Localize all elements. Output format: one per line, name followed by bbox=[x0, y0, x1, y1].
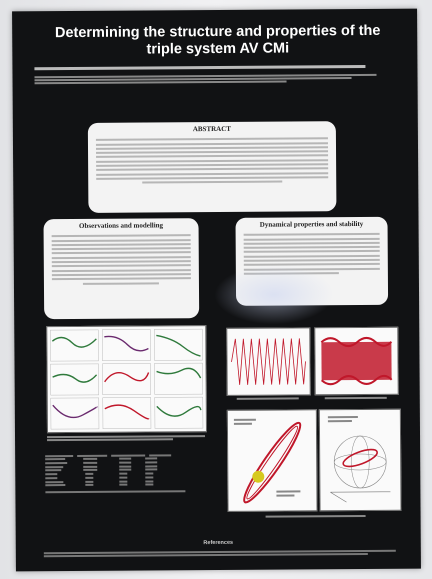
light-reflection bbox=[213, 264, 335, 326]
poster-authors bbox=[34, 64, 394, 72]
orbit-plot-left bbox=[233, 418, 302, 504]
oscillation-left-caption bbox=[236, 397, 299, 400]
oscillation-figure-left bbox=[226, 327, 311, 396]
references-text bbox=[43, 548, 396, 559]
light-curve-grid-figure bbox=[46, 325, 207, 434]
oscillation-figure-right bbox=[314, 326, 399, 396]
poster-title: Determining the structure and properties… bbox=[54, 22, 381, 58]
orbit-figure-right bbox=[318, 408, 402, 512]
oscillation-plot-left bbox=[231, 338, 306, 385]
parameter-table bbox=[45, 452, 215, 495]
references-heading: References bbox=[203, 539, 234, 547]
light-curve-plots bbox=[50, 328, 204, 430]
abstract-panel: ABSTRACT bbox=[87, 121, 337, 213]
grid-figure-caption bbox=[47, 434, 206, 442]
orbit-figure-left bbox=[226, 409, 318, 512]
orbit-plot-right bbox=[327, 416, 391, 503]
poster: Determining the structure and properties… bbox=[12, 8, 421, 572]
observations-text bbox=[44, 229, 199, 290]
orbit-figures-caption bbox=[265, 514, 366, 518]
observations-panel: Observations and modelling bbox=[43, 218, 200, 320]
poster-affiliations bbox=[34, 73, 394, 86]
oscillation-plot-right bbox=[320, 336, 393, 386]
oscillation-right-caption bbox=[324, 396, 387, 400]
abstract-text bbox=[88, 132, 336, 189]
